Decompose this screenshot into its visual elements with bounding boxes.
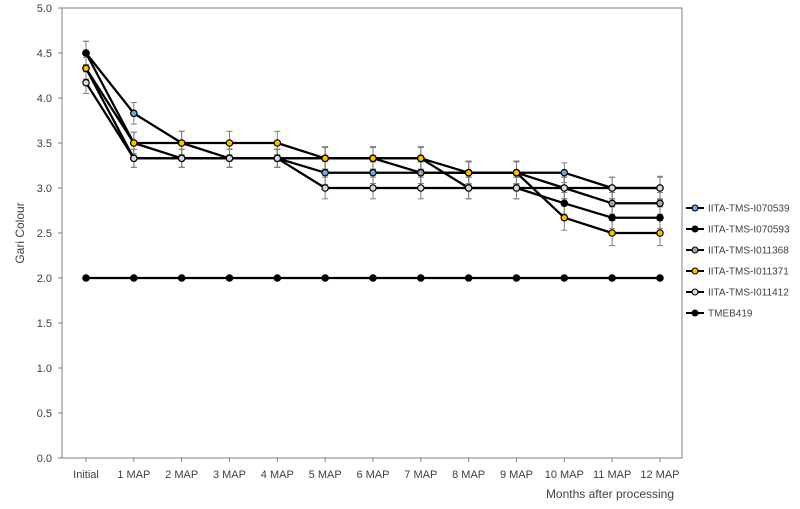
x-tick-label: 5 MAP [309, 469, 342, 481]
data-point [512, 168, 521, 177]
x-tick-label: 8 MAP [452, 469, 485, 481]
y-tick-label: 0.5 [37, 408, 52, 420]
data-point [464, 168, 473, 177]
data-point [130, 274, 138, 282]
y-tick-label: 2.0 [37, 273, 52, 285]
data-point [321, 154, 329, 163]
x-tick-label: 7 MAP [404, 469, 437, 481]
y-tick-label: 3.5 [37, 138, 52, 150]
data-point [369, 168, 377, 177]
data-point [321, 168, 329, 177]
x-tick-label: 12 MAP [640, 469, 679, 481]
data-point [130, 109, 138, 118]
legend: IITA-TMS-I070539 IITA-TMS-I070593 IITA-TMS… [686, 204, 790, 320]
data-point [225, 274, 234, 282]
data-point [608, 274, 616, 282]
data-point [656, 199, 664, 208]
data-point [225, 139, 234, 147]
data-point [656, 274, 664, 282]
data-point [321, 274, 329, 282]
legend-marker [691, 288, 699, 296]
legend-marker [691, 225, 699, 233]
y-tick-label: 1.5 [37, 318, 52, 330]
legend-label: IITA-TMS-I070593 [708, 225, 790, 236]
legend-label: IITA-TMS-I011412 [708, 288, 789, 299]
y-axis: 0.0 0.5 1.0 1.5 2.0 2.5 3.0 3.5 4.0 4.5 5.0 [37, 3, 62, 465]
y-tick-label: 2.5 [37, 228, 52, 240]
data-point [560, 274, 569, 282]
data-point [417, 274, 425, 282]
legend-label: IITA-TMS-I070539 [708, 204, 790, 215]
x-tick-label: 1 MAP [117, 469, 150, 481]
series-markers [82, 49, 664, 282]
y-tick-label: 0.0 [37, 453, 52, 465]
plot-area [61, 7, 683, 459]
data-point [560, 184, 569, 192]
data-point [130, 139, 138, 147]
data-point [656, 213, 664, 222]
y-tick-label: 1.0 [37, 363, 52, 375]
data-point [369, 274, 377, 282]
data-point [273, 154, 282, 163]
y-tick-label: 5.0 [37, 3, 52, 15]
x-tick-label: 6 MAP [356, 469, 389, 481]
data-point [82, 78, 90, 87]
data-point [560, 199, 569, 208]
data-point [82, 64, 90, 73]
y-axis-title: Gari Colour [13, 202, 27, 263]
x-axis: Initial 1 MAP 2 MAP 3 MAP 4 MAP 5 MAP 6 MAP 7 M… [73, 458, 680, 481]
data-point [464, 274, 473, 282]
data-point [417, 168, 425, 177]
x-axis-title: Months after processing [546, 487, 674, 501]
data-point [464, 184, 473, 192]
data-point [417, 184, 425, 192]
data-point [608, 213, 616, 222]
data-point [512, 274, 521, 282]
x-tick-label: 4 MAP [261, 469, 294, 481]
x-tick-label: 11 MAP [593, 469, 631, 481]
data-point [273, 274, 282, 282]
data-point [177, 154, 186, 163]
legend-marker [691, 246, 699, 254]
data-point [512, 184, 521, 192]
data-point [82, 274, 90, 282]
data-point [369, 154, 377, 163]
data-point [608, 199, 616, 208]
data-point [273, 139, 282, 147]
data-point [656, 229, 664, 237]
data-point [560, 213, 569, 222]
data-point [656, 184, 664, 192]
legend-label: IITA-TMS-I011371 [708, 267, 789, 278]
data-point [177, 139, 186, 147]
legend-label: IITA-TMS-I011368 [708, 246, 789, 257]
data-point [225, 154, 234, 163]
data-point [177, 274, 186, 282]
x-tick-label: Initial [73, 469, 99, 481]
y-tick-label: 4.0 [37, 93, 52, 105]
y-tick-label: 3.0 [37, 183, 52, 195]
data-point [82, 49, 90, 57]
x-tick-label: 10 MAP [545, 469, 584, 481]
data-point [369, 184, 377, 192]
data-point [560, 168, 569, 177]
legend-marker [691, 204, 699, 212]
x-tick-label: 2 MAP [165, 469, 198, 481]
y-tick-label: 4.5 [37, 48, 52, 60]
legend-marker [691, 309, 699, 317]
x-tick-label: 3 MAP [213, 469, 246, 481]
data-point [130, 154, 138, 163]
data-point [608, 184, 616, 192]
legend-label: TMEB419 [708, 309, 753, 320]
data-point [321, 184, 329, 192]
data-point [608, 229, 616, 237]
legend-marker [691, 267, 699, 275]
x-tick-label: 9 MAP [500, 469, 533, 481]
data-point [417, 154, 425, 163]
